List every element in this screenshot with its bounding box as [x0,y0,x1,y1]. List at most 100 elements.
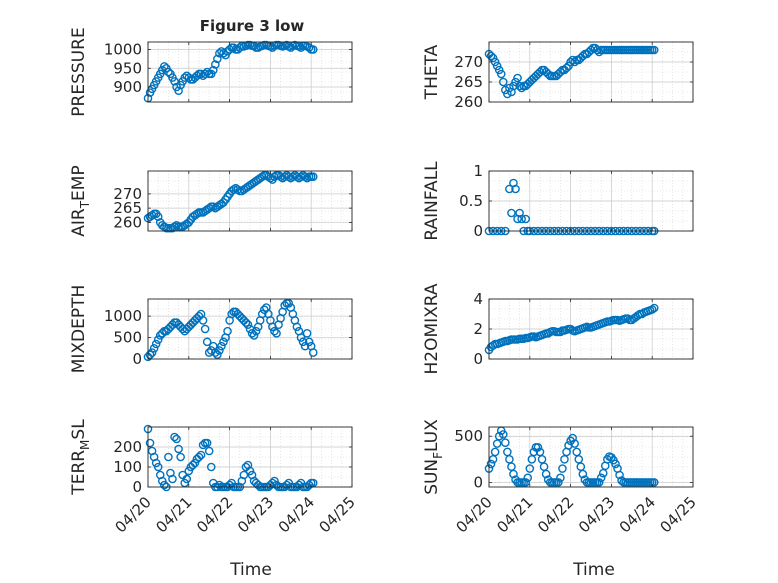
data-point [204,446,214,456]
data-point [160,62,169,71]
data-point [182,474,192,484]
data-point [649,303,659,313]
data-point [505,184,514,194]
data-point [204,348,214,357]
data-point [241,318,251,327]
subplot-5: 0 500 1000 MIXDEPTH [69,285,353,374]
y-tick-label: 950 [113,59,142,77]
axes-box [147,170,353,232]
data-point [249,331,259,340]
data-point [525,464,535,473]
data-point [288,172,298,182]
x-tick-label: 04/24 [616,493,659,536]
x-axis-label-right: Time [572,560,615,580]
y-tick-label: 0 [132,478,142,496]
data-point [498,430,508,439]
data-point [623,314,633,323]
data-point [586,45,596,55]
data-point [223,326,232,336]
data-point [153,335,163,345]
x-tick-label: 04/20 [112,493,155,536]
y-axis-label: TERRMSL [69,419,92,496]
data-point [558,464,567,473]
data-point [515,81,524,91]
data-point [251,326,261,336]
data-point [194,452,204,462]
subplot-6: 0 2 4 H2OMIXRA [422,283,694,375]
y-axis-label: AIRTEMP [69,165,92,236]
x-tick-label: 04/20 [453,493,496,536]
y-tick-label: 0 [132,350,142,368]
data-point [521,214,531,224]
figure-title: Figure 3 low [200,17,305,35]
data-point [153,212,163,222]
y-tick-label: 265 [113,199,142,217]
data-point [168,320,177,330]
data-point [219,337,228,347]
data-point [211,60,220,69]
y-axis-label: RAINFALL [422,161,442,241]
data-point [211,348,220,357]
data-point [296,333,306,342]
x-axis-label-left: Time [229,560,272,580]
data-point [206,462,216,472]
data-point [247,328,257,338]
data-point [649,478,659,487]
data-point [554,478,563,487]
data-point [174,86,183,96]
data-point [308,45,318,54]
data-point [147,348,157,357]
y-axis-label: PRESSURE [69,27,89,116]
data-point [496,69,506,79]
data-point [556,473,565,483]
data-point [570,439,579,448]
data-point [562,63,571,73]
data-point [521,478,531,487]
y-tick-label: 260 [113,213,142,231]
data-point [507,208,516,218]
y-tick-label: 0.5 [459,192,483,210]
data-point [296,43,306,52]
data-point [219,48,228,58]
data-point [149,343,159,353]
data-point [533,443,543,452]
data-point [284,298,294,308]
data-point [164,452,173,462]
y-tick-label: 0 [473,473,483,491]
data-point [509,469,518,479]
series [143,170,318,233]
data-point [647,305,657,314]
data-point [292,172,302,182]
data-point [302,328,312,338]
x-tick-label: 04/23 [234,493,277,536]
data-point [304,337,314,347]
data-point [486,459,496,469]
y-tick-label: 270 [113,185,142,203]
data-point [206,346,216,355]
axes-box [147,41,353,103]
data-point [184,73,194,82]
data-point [578,51,588,61]
data-point [202,337,212,347]
data-point [272,328,281,338]
y-tick-label: 0 [473,222,483,240]
data-point [225,45,234,54]
data-point [170,222,179,232]
y-axis-label: THETA [422,44,442,100]
data-point [498,77,508,87]
grid [147,41,353,103]
data-point [304,43,314,52]
series [484,43,659,99]
data-point [292,322,302,332]
data-point [196,450,206,460]
data-point [556,67,565,77]
y-axis-label: MIXDEPTH [69,285,89,374]
data-point [513,73,522,83]
series [484,426,659,487]
data-point [596,473,606,483]
x-tick-label: 04/21 [493,493,536,536]
y-tick-label: 1 [473,162,483,180]
data-point [517,83,526,93]
